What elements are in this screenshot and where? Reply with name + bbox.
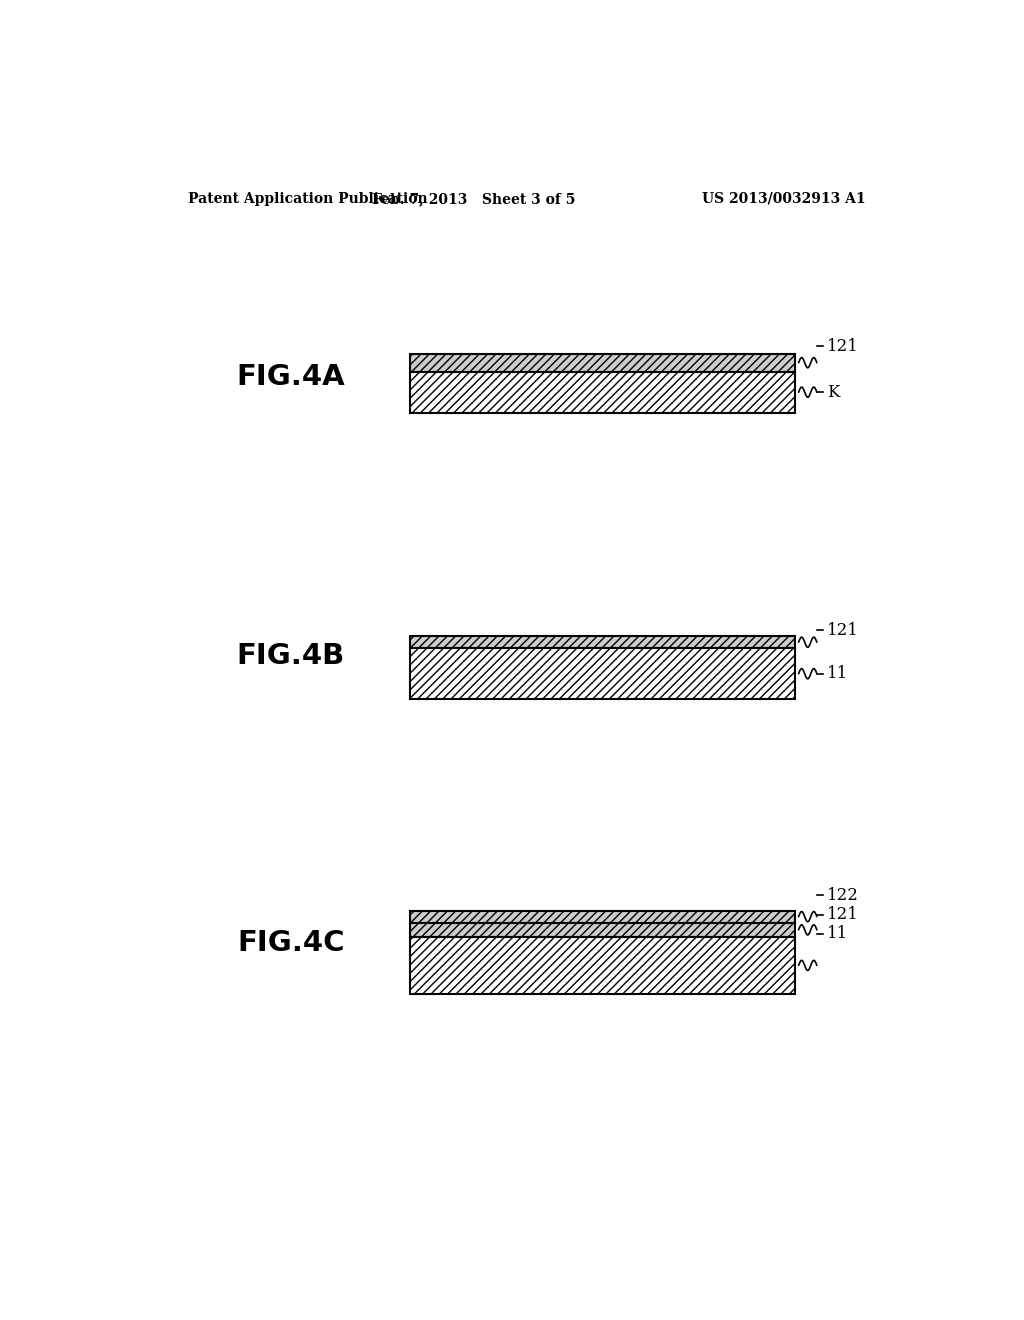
Bar (410, 636, 795, 648)
Text: 122: 122 (827, 887, 859, 904)
Text: 121: 121 (827, 906, 859, 923)
Bar (410, 354, 795, 372)
Bar (410, 372, 795, 412)
Text: US 2013/0032913 A1: US 2013/0032913 A1 (702, 191, 866, 206)
Text: K: K (827, 384, 840, 401)
Text: FIG.4B: FIG.4B (237, 643, 345, 671)
Text: 121: 121 (827, 622, 859, 639)
Text: 11: 11 (827, 925, 849, 942)
Text: FIG.4C: FIG.4C (237, 929, 344, 957)
Text: Feb. 7, 2013   Sheet 3 of 5: Feb. 7, 2013 Sheet 3 of 5 (372, 191, 574, 206)
Bar (410, 911, 795, 923)
Text: 11: 11 (827, 665, 849, 682)
Text: Patent Application Publication: Patent Application Publication (187, 191, 427, 206)
Text: FIG.4A: FIG.4A (237, 363, 345, 391)
Bar (410, 937, 795, 994)
Bar (410, 648, 795, 700)
Bar (410, 923, 795, 937)
Text: 121: 121 (827, 338, 859, 355)
